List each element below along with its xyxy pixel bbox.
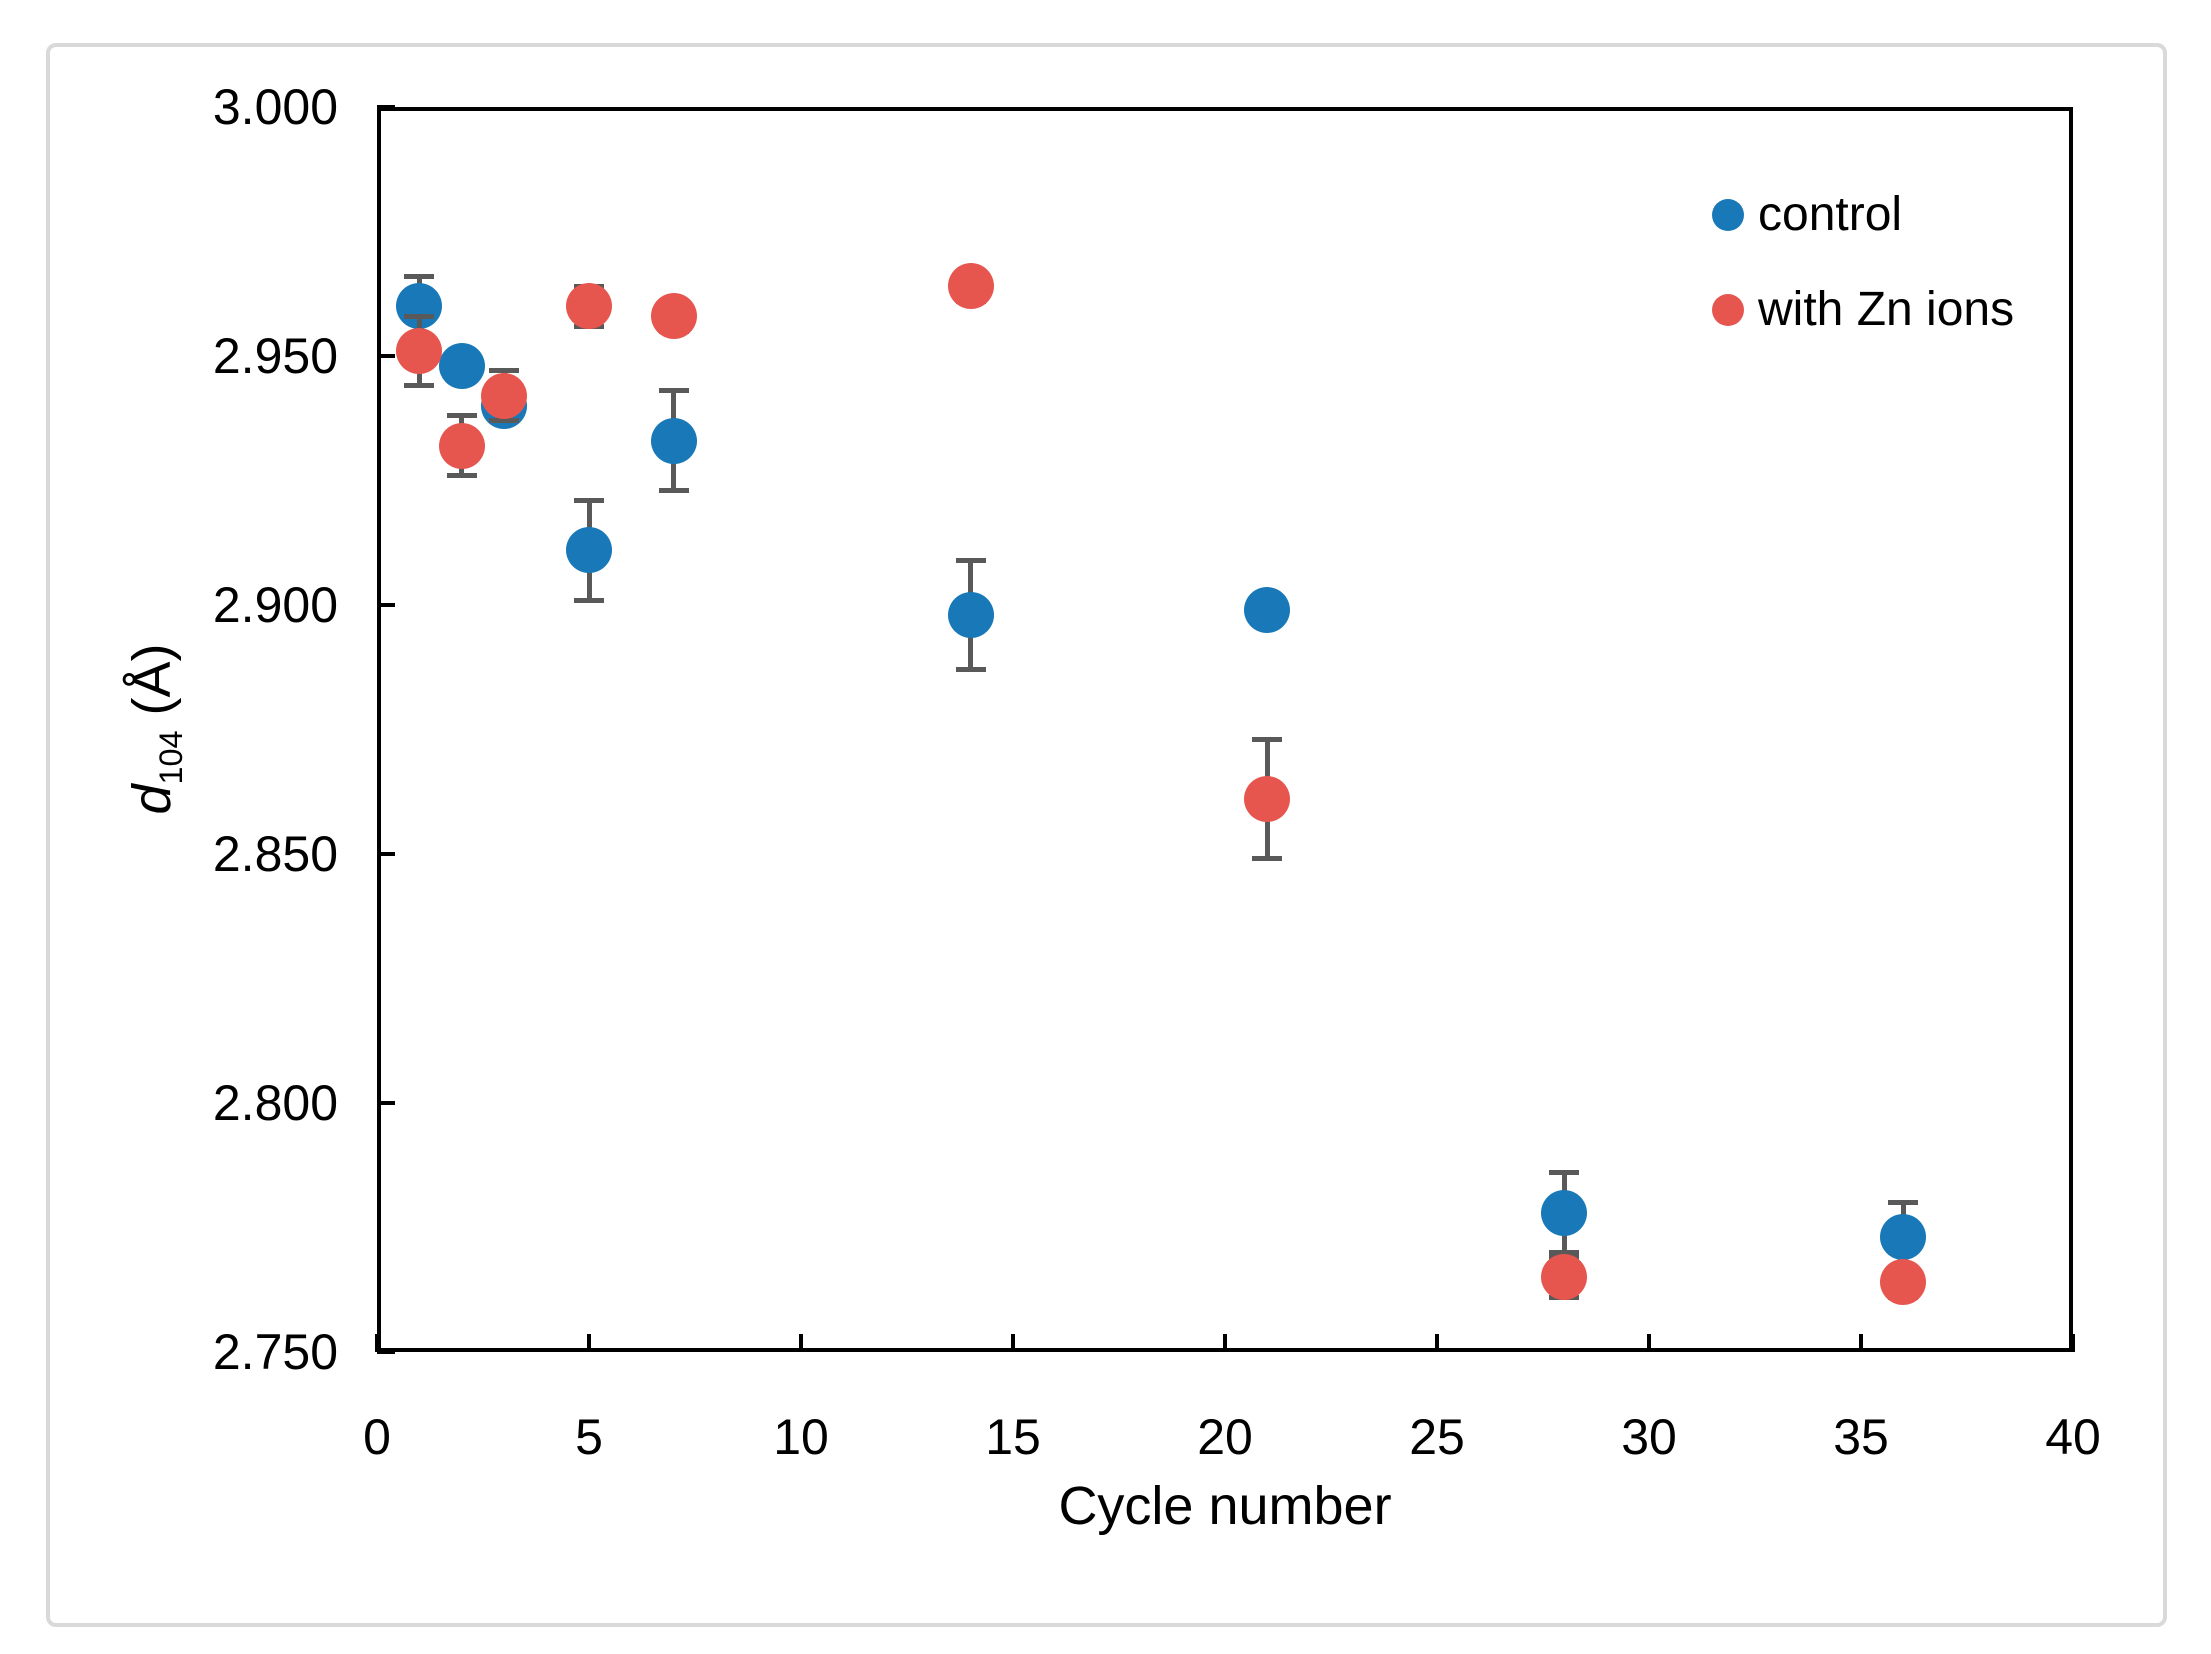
legend-marker-icon <box>1712 294 1744 326</box>
data-point-with-Zn-ions <box>438 422 485 469</box>
x-axis-tick <box>1647 1334 1651 1352</box>
x-tick-label: 5 <box>575 1409 603 1465</box>
data-point-with-Zn-ions <box>1541 1254 1588 1301</box>
x-tick-label: 35 <box>1833 1409 1889 1465</box>
x-axis-tick <box>1435 1334 1439 1352</box>
error-bar-cap-bottom <box>1549 1249 1580 1255</box>
legend-label: control <box>1758 188 1903 241</box>
y-axis-unit: (Å) <box>122 643 182 731</box>
y-tick-label: 2.800 <box>212 1075 338 1131</box>
legend-item: with Zn ions <box>1712 284 2014 336</box>
error-bar-cap-top <box>574 497 604 503</box>
y-axis-tick <box>377 1101 395 1105</box>
y-tick-label: 2.950 <box>212 328 338 384</box>
error-bar-cap-top <box>1252 736 1283 742</box>
data-point-with-Zn-ions <box>481 372 528 419</box>
data-point-with-Zn-ions <box>566 283 612 330</box>
y-axis-tick <box>377 105 395 109</box>
y-axis-symbol: d <box>122 784 182 815</box>
data-point-control <box>566 527 612 574</box>
x-tick-label: 25 <box>1409 1409 1465 1465</box>
error-bar-cap-top <box>404 273 435 279</box>
error-bar-cap-bottom <box>574 597 604 603</box>
x-axis-tick <box>2071 1334 2075 1352</box>
legend-label: with Zn ions <box>1758 283 2015 336</box>
data-point-with-Zn-ions <box>650 293 697 340</box>
error-bar-cap-bottom <box>955 667 986 673</box>
x-axis-tick <box>1011 1334 1015 1352</box>
data-point-control <box>947 591 994 638</box>
data-point-control <box>1244 586 1291 633</box>
y-tick-label: 2.750 <box>212 1324 338 1380</box>
data-point-with-Zn-ions <box>1244 776 1291 823</box>
error-bar-cap-top <box>955 557 986 563</box>
x-tick-label: 15 <box>985 1409 1041 1465</box>
error-bar-cap-bottom <box>404 383 435 389</box>
x-tick-label: 0 <box>363 1409 391 1465</box>
x-tick-label: 40 <box>2045 1409 2101 1465</box>
x-tick-label: 30 <box>1621 1409 1677 1465</box>
y-axis-tick <box>377 603 395 607</box>
x-axis-tick <box>1223 1334 1227 1352</box>
data-point-control <box>438 342 485 389</box>
x-axis-tick <box>1859 1334 1863 1352</box>
error-bar-cap-bottom <box>446 473 477 479</box>
y-tick-label: 2.900 <box>212 577 338 633</box>
error-bar-cap-top <box>446 413 477 419</box>
error-bar-cap-top <box>658 388 689 394</box>
y-axis-subscript: 104 <box>152 730 189 785</box>
y-axis-tick <box>377 1350 395 1354</box>
y-axis-tick <box>377 852 395 856</box>
data-point-control <box>1541 1189 1588 1236</box>
y-tick-label: 2.850 <box>212 826 338 882</box>
legend-marker-icon <box>1712 199 1744 231</box>
data-point-control <box>650 417 697 464</box>
y-axis-tick <box>377 354 395 358</box>
error-bar-cap-top <box>1888 1200 1919 1206</box>
x-tick-label: 20 <box>1197 1409 1253 1465</box>
data-point-with-Zn-ions <box>1880 1259 1927 1306</box>
x-axis-tick <box>799 1334 803 1352</box>
error-bar-cap-top <box>404 313 435 319</box>
y-axis-title: d104 (Å) <box>122 429 189 1029</box>
error-bar-cap-top <box>489 368 520 374</box>
data-point-with-Zn-ions <box>947 263 994 310</box>
x-axis-tick <box>375 1334 379 1352</box>
error-bar-cap-bottom <box>489 418 520 424</box>
x-tick-label: 10 <box>773 1409 829 1465</box>
data-point-control <box>1880 1214 1927 1261</box>
data-point-with-Zn-ions <box>396 328 443 375</box>
error-bar-cap-top <box>1549 1170 1580 1176</box>
x-axis-tick <box>587 1334 591 1352</box>
y-tick-label: 3.000 <box>212 79 338 135</box>
legend-item: control <box>1712 189 1902 241</box>
error-bar-cap-bottom <box>658 487 689 493</box>
x-axis-title: Cycle number <box>1058 1476 1392 1536</box>
error-bar-cap-bottom <box>1252 856 1283 862</box>
